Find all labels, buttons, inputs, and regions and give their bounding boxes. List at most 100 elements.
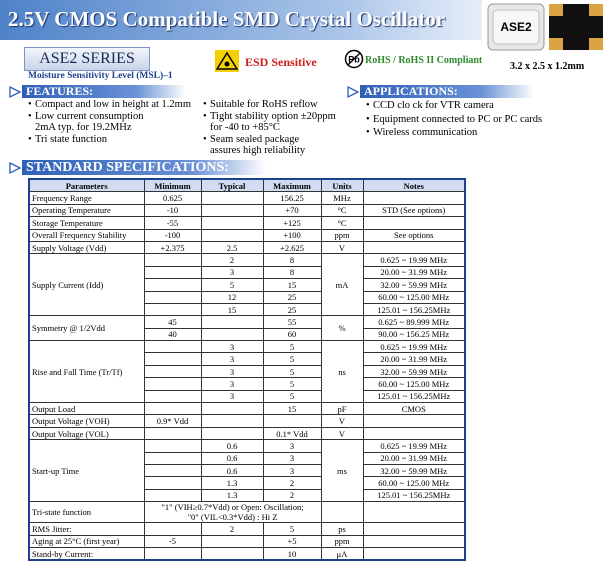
typ-cell: [200, 216, 264, 230]
unit-cell: [320, 501, 364, 524]
title-bar: [0, 0, 482, 40]
max-cell: 2: [262, 488, 322, 503]
notes-cell: [362, 501, 466, 524]
application-item: CCD clo ck for VTR camera: [366, 99, 542, 113]
parameter-cell: Supply Current (Idd): [28, 253, 145, 317]
typ-cell: 3: [200, 352, 264, 366]
parameter-cell: Output Load: [28, 402, 145, 416]
max-cell: 10: [262, 546, 322, 561]
min-cell: [143, 439, 202, 453]
min-cell: [143, 476, 202, 490]
max-cell: 25: [262, 302, 322, 317]
table-row: Frequency Range 0.625 156.25 MHz: [28, 191, 466, 205]
typ-cell: [200, 426, 264, 441]
header-cell: Typical: [200, 178, 264, 193]
parameter-cell: Operating Temperature: [28, 203, 145, 218]
typ-cell: 3: [200, 377, 264, 391]
typ-cell: [200, 414, 264, 428]
notes-cell: [362, 522, 466, 536]
feature-item: 2mA typ. for 19.2MHz: [35, 122, 132, 133]
applications-list: CCD clo ck for VTR cameraEquipment conne…: [366, 99, 542, 140]
parameter-cell: Output Voltage (VOL): [28, 426, 145, 441]
title: 2.5V CMOS Compatible SMD Crystal Oscilla…: [8, 7, 446, 31]
table-row: 1.3 2 125.01 ~ 156.25MHz: [29, 488, 466, 503]
unit-cell: MHz: [320, 191, 364, 205]
unit-cell: V: [320, 426, 364, 441]
header-cell: Notes: [362, 178, 466, 193]
span-cell: "1" (VIH≥0.7*Vdd) or Open: Oscillation; "…: [143, 501, 322, 524]
min-cell: +2.375: [143, 240, 202, 255]
typ-cell: 1.3: [200, 488, 264, 503]
max-cell: 5: [262, 340, 322, 354]
unit-cell: mA: [320, 253, 364, 317]
max-cell: 3: [262, 451, 322, 466]
typ-cell: [200, 534, 264, 548]
series-badge: ASE2 SERIES: [24, 47, 150, 71]
unit-cell: ppm: [320, 534, 364, 548]
table-row: 40 60 90.00 ~ 156.25 MHz: [29, 327, 466, 342]
typ-cell: 5: [200, 278, 264, 292]
typ-cell: [200, 228, 264, 242]
max-cell: 5: [262, 389, 322, 404]
table-row: Output Voltage (VOH) 0.9* Vdd V: [28, 414, 466, 428]
unit-cell: °C: [320, 203, 364, 218]
parameter-cell: Stand-by Current:: [28, 546, 145, 561]
specifications-bar: STANDARD SPECIFICATIONS:: [22, 160, 266, 175]
min-cell: -5: [143, 534, 202, 548]
max-cell: 3: [262, 463, 322, 478]
typ-cell: [200, 546, 264, 561]
header-cell: Units: [320, 178, 364, 193]
max-cell: 8: [262, 265, 322, 280]
min-cell: [143, 463, 202, 478]
min-cell: -10: [143, 203, 202, 218]
typ-cell: [200, 203, 264, 218]
header-cell: Minimum: [143, 178, 202, 193]
parameter-cell: Start-up Time: [28, 439, 145, 503]
max-cell: +5: [262, 534, 322, 548]
typ-cell: 2.5: [200, 240, 264, 255]
rohs-label: RoHS / RoHS II Compliant: [365, 55, 483, 66]
max-cell: 5: [262, 377, 322, 391]
min-cell: [143, 546, 202, 561]
notes-cell: See options: [362, 228, 466, 242]
span-line: "0" (VIL<0.3*Vdd) : Hi Z: [187, 512, 278, 523]
typ-cell: 1.3: [200, 476, 264, 490]
unit-cell: ns: [320, 340, 364, 404]
max-cell: +70: [262, 203, 322, 218]
unit-cell: pF: [320, 402, 364, 416]
notes-cell: [362, 426, 466, 441]
unit-cell: °C: [320, 216, 364, 230]
table-row: Storage Temperature -55 +125 °C: [28, 216, 466, 230]
notes-cell: 60.00 ~ 125.00 MHz: [362, 377, 466, 391]
min-cell: [143, 389, 202, 404]
min-cell: -100: [143, 228, 202, 242]
min-cell: [143, 488, 202, 503]
min-cell: [143, 451, 202, 466]
max-cell: 8: [262, 253, 322, 267]
notes-cell: 0.625 ~ 19.99 MHz: [362, 253, 466, 267]
table-row: Output Load 15 pF CMOS: [28, 402, 466, 416]
table-row: Rise and Fall Time (Tr/Tf) 3 5 ns 0.625 ~ 19…: [28, 340, 466, 404]
typ-cell: 0.6: [200, 463, 264, 478]
typ-cell: 2: [200, 522, 264, 536]
table-row: Start-up Time 0.6 3 ms 0.625 ~ 19.99 MHz: [28, 439, 466, 503]
msl: Moisture Sensitivity Level (MSL)–1: [28, 71, 173, 81]
max-cell: 2: [262, 476, 322, 490]
notes-cell: [362, 191, 466, 205]
min-cell: [143, 522, 202, 536]
parameter-cell: Symmetry @ 1/2Vdd: [28, 315, 145, 342]
arrow-icon: [347, 85, 360, 99]
esd-label: ESD Sensitive: [245, 55, 317, 69]
span-line: "1" (VIH≥0.7*Vdd) or Open: Oscillation;: [161, 502, 304, 513]
typ-cell: 2: [200, 253, 264, 267]
feature-item: for -40 to +85°C: [210, 122, 280, 133]
typ-cell: 3: [200, 265, 264, 280]
typ-cell: [200, 191, 264, 205]
parameter-cell: Tri-state function: [28, 501, 145, 524]
notes-cell: 60.00 ~ 125.00 MHz: [362, 476, 466, 490]
parameter-cell: Supply Voltage (Vdd): [28, 240, 145, 255]
notes-cell: [362, 240, 466, 255]
max-cell: 3: [262, 439, 322, 453]
notes-cell: 32.00 ~ 59.99 MHz: [362, 278, 466, 292]
min-cell: 0.625: [143, 191, 202, 205]
